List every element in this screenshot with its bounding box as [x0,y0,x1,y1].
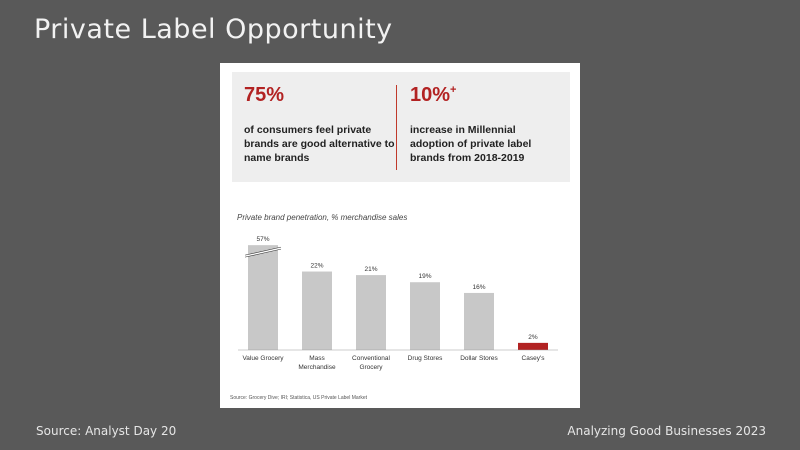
category-label: Value Grocery [242,355,284,362]
data-label: 2% [528,334,538,341]
bar-2 [356,275,386,350]
category-label: Conventional [352,355,390,362]
data-label: 21% [364,266,377,273]
stat-divider [396,85,397,170]
stat-description: of consumers feel private brands are goo… [244,124,395,164]
bar-1 [302,271,332,350]
slide-title: Private Label Opportunity [34,14,393,45]
stats-box: 75% of consumers feel private brands are… [232,72,570,182]
footer-brand: Analyzing Good Businesses 2023 [567,424,766,438]
stat-consumers: 75% of consumers feel private brands are… [244,84,404,165]
category-label: Dollar Stores [460,355,498,362]
chart-source-note: Source: Grocery Dive; IRI; Statistica, U… [230,395,367,401]
infographic-panel: 75% of consumers feel private brands are… [220,63,580,408]
axis-break [245,247,281,258]
data-label: 16% [472,284,485,291]
category-label: Grocery [359,364,383,371]
axis-break-line [244,248,282,258]
data-label: 19% [418,273,431,280]
bar-0 [248,245,278,350]
stat-description: increase in Millennial adoption of priva… [410,124,532,164]
category-label: Casey's [522,355,546,362]
category-label: Mass [309,355,325,362]
data-label: 22% [310,263,323,270]
bar-chart: 57% Value Grocery 22% Mass Merchandise 21% Con… [238,236,558,371]
bar-3 [410,282,440,350]
bar-4 [464,292,494,350]
stat-value: 10%+ [410,84,457,106]
category-label: Drug Stores [408,355,443,362]
stat-value: 75% [244,84,285,106]
category-label: Merchandise [298,364,336,371]
axis-break-line [244,246,282,256]
chart-title: Private brand penetration, % merchandise… [237,213,408,222]
bar-5 [518,342,548,350]
footer-source: Source: Analyst Day 20 [36,424,177,438]
data-label: 57% [256,236,269,243]
stat-millennial: 10%+ increase in Millennial adoption of … [410,84,560,165]
